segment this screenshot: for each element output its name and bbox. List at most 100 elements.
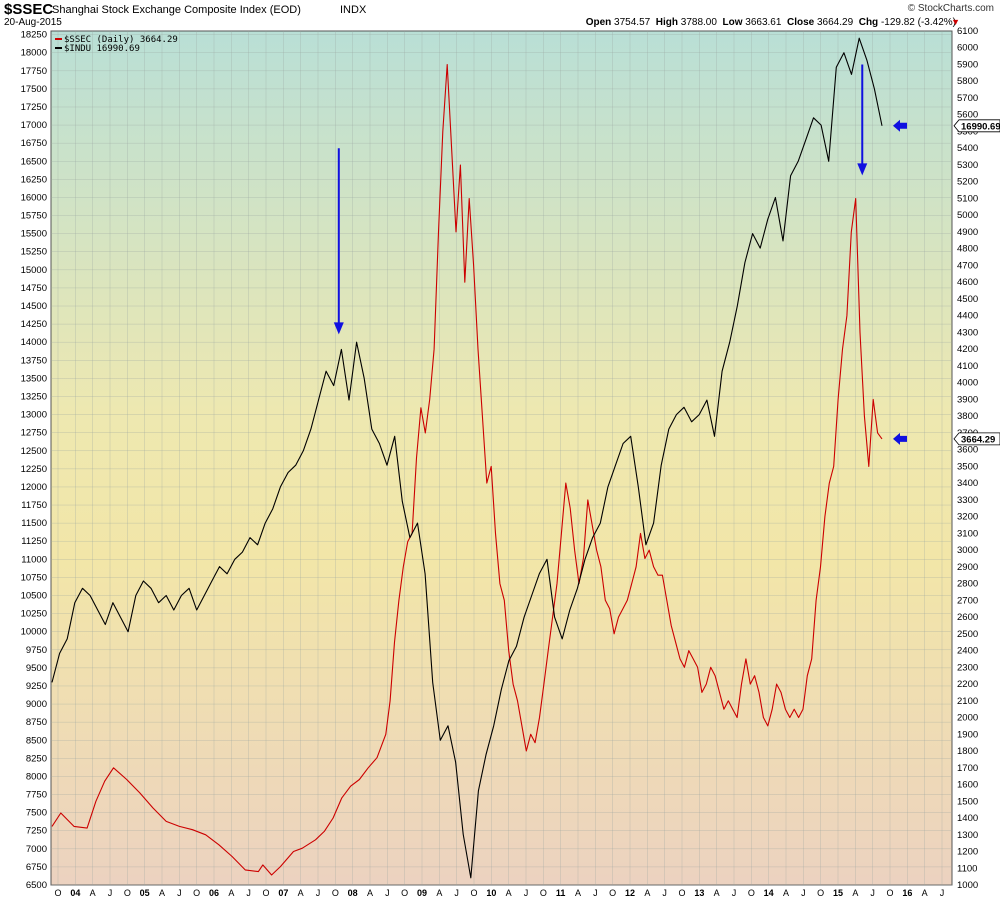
x-tick-label: J [593, 888, 598, 898]
open-value: 3754.57 [614, 17, 651, 28]
left-tick-label: 11250 [21, 536, 47, 547]
left-tick-label: 7500 [26, 808, 47, 819]
right-tick-label: 1400 [957, 813, 978, 824]
left-tick-label: 13000 [21, 410, 47, 421]
x-tick-label: A [159, 888, 165, 898]
right-tick-label: 2000 [957, 713, 978, 724]
x-tick-label: 04 [70, 888, 80, 898]
right-tick-label: 1100 [957, 863, 977, 874]
left-tick-label: 14250 [21, 319, 47, 330]
brand-logo[interactable]: © StockCharts.com [907, 3, 994, 14]
right-tick-label: 2700 [957, 595, 978, 606]
left-tick-label: 8750 [26, 717, 47, 728]
x-tick-label: O [193, 888, 200, 898]
x-tick-label: 12 [625, 888, 635, 898]
x-tick-label: J [801, 888, 806, 898]
left-tick-label: 9500 [26, 663, 47, 674]
right-tick-label: 1800 [957, 746, 978, 757]
symbol: $SSEC [4, 1, 54, 18]
x-tick-label: J [732, 888, 737, 898]
x-tick-label: 15 [833, 888, 843, 898]
left-tick-label: 13250 [21, 391, 47, 402]
x-tick-label: O [332, 888, 339, 898]
left-tick-label: 16500 [21, 156, 47, 167]
x-tick-label: A [714, 888, 720, 898]
chg-value: -129.82 (-3.42%) [880, 17, 956, 28]
right-tick-label: 4500 [957, 294, 978, 305]
right-tick-label: 4100 [957, 361, 978, 372]
x-tick-label: J [108, 888, 113, 898]
right-tick-label: 2300 [957, 662, 978, 673]
right-tick-label: 2500 [957, 629, 978, 640]
right-tick-label: 1000 [957, 880, 978, 891]
x-tick-label: 06 [209, 888, 219, 898]
right-tick-label: 4300 [957, 327, 978, 338]
legend-label: $INDU 16990.69 [64, 44, 140, 54]
left-tick-label: 10750 [21, 572, 47, 583]
left-arrow-annotation [893, 432, 907, 445]
x-tick-label: J [316, 888, 321, 898]
exchange: INDX [340, 4, 367, 16]
right-tick-label: 5800 [957, 76, 978, 87]
right-tick-label: 4000 [957, 378, 978, 389]
right-tick-label: 1600 [957, 780, 978, 791]
right-tick-label: 1700 [957, 763, 978, 774]
left-tick-label: 15250 [21, 247, 47, 258]
open-label: Open [585, 17, 612, 28]
x-tick-label: 11 [556, 888, 566, 898]
left-tick-label: 7750 [26, 790, 47, 801]
right-tick-label: 5900 [957, 59, 978, 70]
x-tick-label: 10 [486, 888, 496, 898]
legend-label: $SSEC (Daily) 3664.29 [64, 35, 178, 45]
x-tick-label: A [852, 888, 858, 898]
left-tick-label: 9750 [26, 645, 47, 656]
left-tick-label: 7000 [26, 844, 47, 855]
ohlc-readout: Open 3754.57 High 3788.00 Low 3663.61 Cl… [586, 17, 956, 28]
right-tick-label: 3100 [957, 528, 978, 539]
left-tick-label: 17500 [21, 84, 47, 95]
down-arrow-head [857, 163, 868, 176]
x-tick-label: J [246, 888, 251, 898]
x-tick-label: J [177, 888, 182, 898]
chart-title: Shanghai Stock Exchange Composite Index … [52, 4, 301, 16]
down-triangle-icon: ▼ [951, 17, 960, 27]
x-tick-label: 16 [902, 888, 912, 898]
left-tick-label: 10250 [21, 609, 47, 620]
high-value: 3788.00 [680, 17, 717, 28]
left-tick-label: 7250 [26, 826, 47, 837]
right-tick-label: 2200 [957, 679, 978, 690]
x-tick-label: A [228, 888, 234, 898]
left-tick-label: 11750 [21, 500, 47, 511]
right-tick-label: 3000 [957, 545, 978, 556]
last-value-label: 16990.69 [961, 121, 1000, 132]
x-tick-label: 05 [140, 888, 150, 898]
last-value-box [953, 432, 1000, 446]
right-tick-label: 5600 [957, 110, 978, 121]
right-tick-label: 5000 [957, 210, 978, 221]
x-tick-label: J [870, 888, 875, 898]
left-tick-label: 11500 [21, 518, 47, 529]
x-tick-label: A [783, 888, 789, 898]
down-arrow-head [333, 322, 344, 335]
right-tick-label: 5700 [957, 93, 978, 104]
right-tick-label: 5100 [957, 193, 978, 204]
left-tick-label: 9250 [26, 681, 47, 692]
x-tick-label: A [922, 888, 928, 898]
left-tick-label: 10000 [21, 627, 47, 638]
left-tick-label: 8000 [26, 771, 47, 782]
left-tick-label: 9000 [26, 699, 47, 710]
x-tick-label: A [644, 888, 650, 898]
right-tick-label: 3200 [957, 512, 978, 523]
left-tick-label: 17000 [21, 120, 47, 131]
right-tick-label: 3800 [957, 411, 978, 422]
right-tick-label: 1200 [957, 847, 978, 858]
x-tick-label: 09 [417, 888, 427, 898]
x-tick-label: O [609, 888, 616, 898]
left-tick-label: 18250 [21, 30, 47, 41]
right-tick-label: 5200 [957, 177, 978, 188]
left-tick-label: 13750 [21, 355, 47, 366]
left-tick-label: 8500 [26, 735, 47, 746]
x-tick-label: 13 [694, 888, 704, 898]
left-tick-label: 16000 [21, 192, 47, 203]
x-tick-label: A [506, 888, 512, 898]
